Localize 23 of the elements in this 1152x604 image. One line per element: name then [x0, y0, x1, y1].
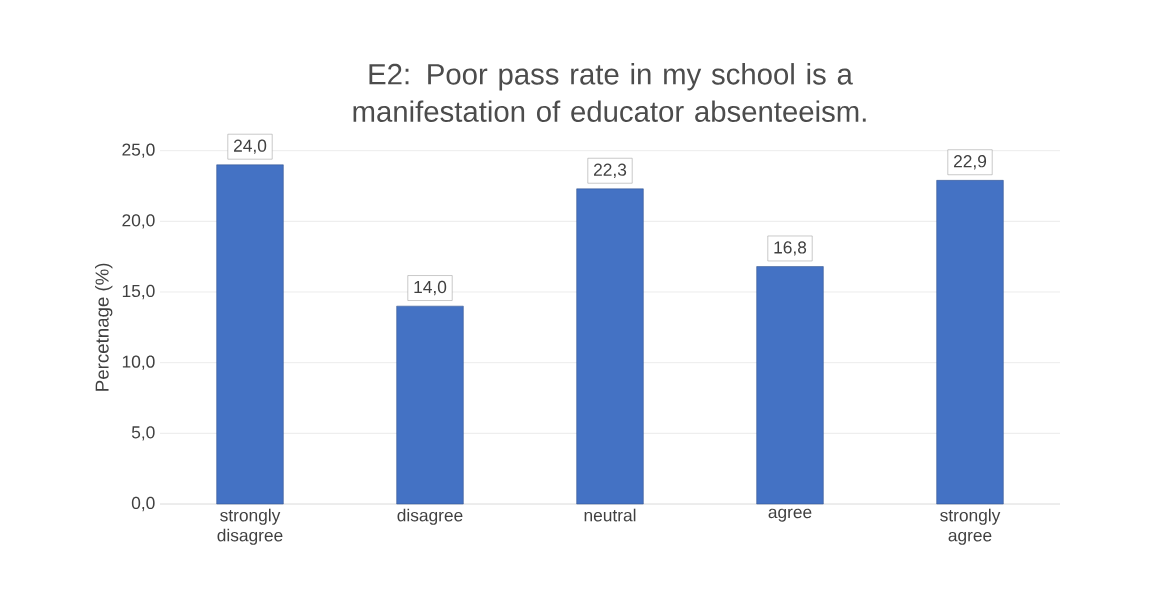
data-label: 16,8 — [774, 241, 807, 256]
y-tick-label: 5,0 — [131, 426, 155, 441]
bar — [936, 180, 1004, 505]
y-axis-title: Percetnage (%) — [95, 263, 113, 391]
y-tick-label: 0,0 — [131, 496, 155, 512]
x-tick-label: neutral — [584, 508, 636, 522]
data-label: 14,0 — [414, 280, 447, 296]
x-tick-label: strongly disagree — [217, 508, 283, 545]
x-tick-label: strongly agree — [940, 508, 1001, 545]
bar — [396, 305, 464, 505]
chart-title: E2: Poor pass rate in my school is a manifestation of educator absenteeism. — [353, 63, 866, 122]
data-label: 24,0 — [234, 139, 267, 154]
y-tick-label: 20,0 — [122, 214, 155, 229]
x-tick-label: agree — [768, 508, 812, 522]
y-tick-label: 15,0 — [122, 284, 155, 300]
bar — [216, 164, 284, 505]
data-label: 22,3 — [594, 163, 627, 178]
x-tick-label: disagree — [397, 508, 463, 525]
data-label: 22,9 — [954, 155, 987, 170]
bar — [576, 188, 644, 505]
y-tick-label: 25,0 — [122, 143, 155, 158]
y-tick-label: 10,0 — [122, 355, 155, 370]
bar — [756, 266, 824, 505]
